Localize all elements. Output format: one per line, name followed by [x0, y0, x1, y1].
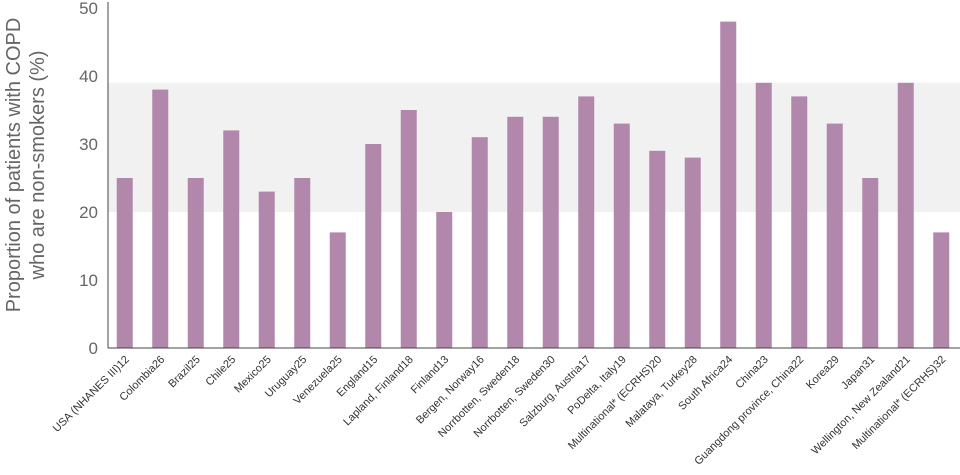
y-tick-label: 30 [79, 135, 98, 154]
bar [507, 116, 524, 348]
x-category-label: Chile25 [204, 354, 239, 389]
x-category-label: Korea29 [804, 354, 842, 392]
bar [542, 116, 559, 348]
bar [649, 150, 666, 348]
reference-band [108, 82, 960, 212]
bar [365, 144, 382, 348]
bar [400, 110, 417, 348]
y-tick-label: 10 [79, 271, 98, 290]
x-category-label: Lapland, Finland18 [341, 354, 416, 429]
bar [862, 178, 879, 348]
x-category-label: Bergen, Norway16 [414, 354, 487, 427]
bar [613, 123, 630, 348]
y-tick-label: 0 [89, 339, 98, 358]
bar [578, 96, 595, 349]
bar [223, 130, 240, 348]
bar [436, 212, 453, 348]
bar [755, 82, 772, 349]
bar [258, 191, 275, 348]
bar [933, 232, 950, 348]
y-tick-label: 50 [79, 0, 98, 18]
bar [791, 96, 808, 349]
bar [826, 123, 843, 348]
bar [720, 21, 737, 348]
x-category-label: Brazil25 [166, 354, 203, 391]
y-axis-title-line-2: who are non-smokers (%) [27, 51, 49, 281]
y-tick-label: 40 [79, 67, 98, 86]
bar [116, 178, 133, 348]
bar [684, 157, 701, 348]
bars [116, 21, 950, 349]
y-tick-label: 20 [79, 203, 98, 222]
y-axis-title: Proportion of patients with COPD who are… [3, 18, 49, 313]
bar [471, 137, 488, 348]
y-axis-title-line-1: Proportion of patients with COPD [3, 18, 25, 313]
y-axis-ticks: 0 10 20 30 40 50 [79, 0, 98, 358]
bar [897, 82, 914, 349]
bar [294, 178, 311, 348]
bar [187, 178, 204, 348]
bar [152, 89, 169, 348]
bar [329, 232, 346, 348]
